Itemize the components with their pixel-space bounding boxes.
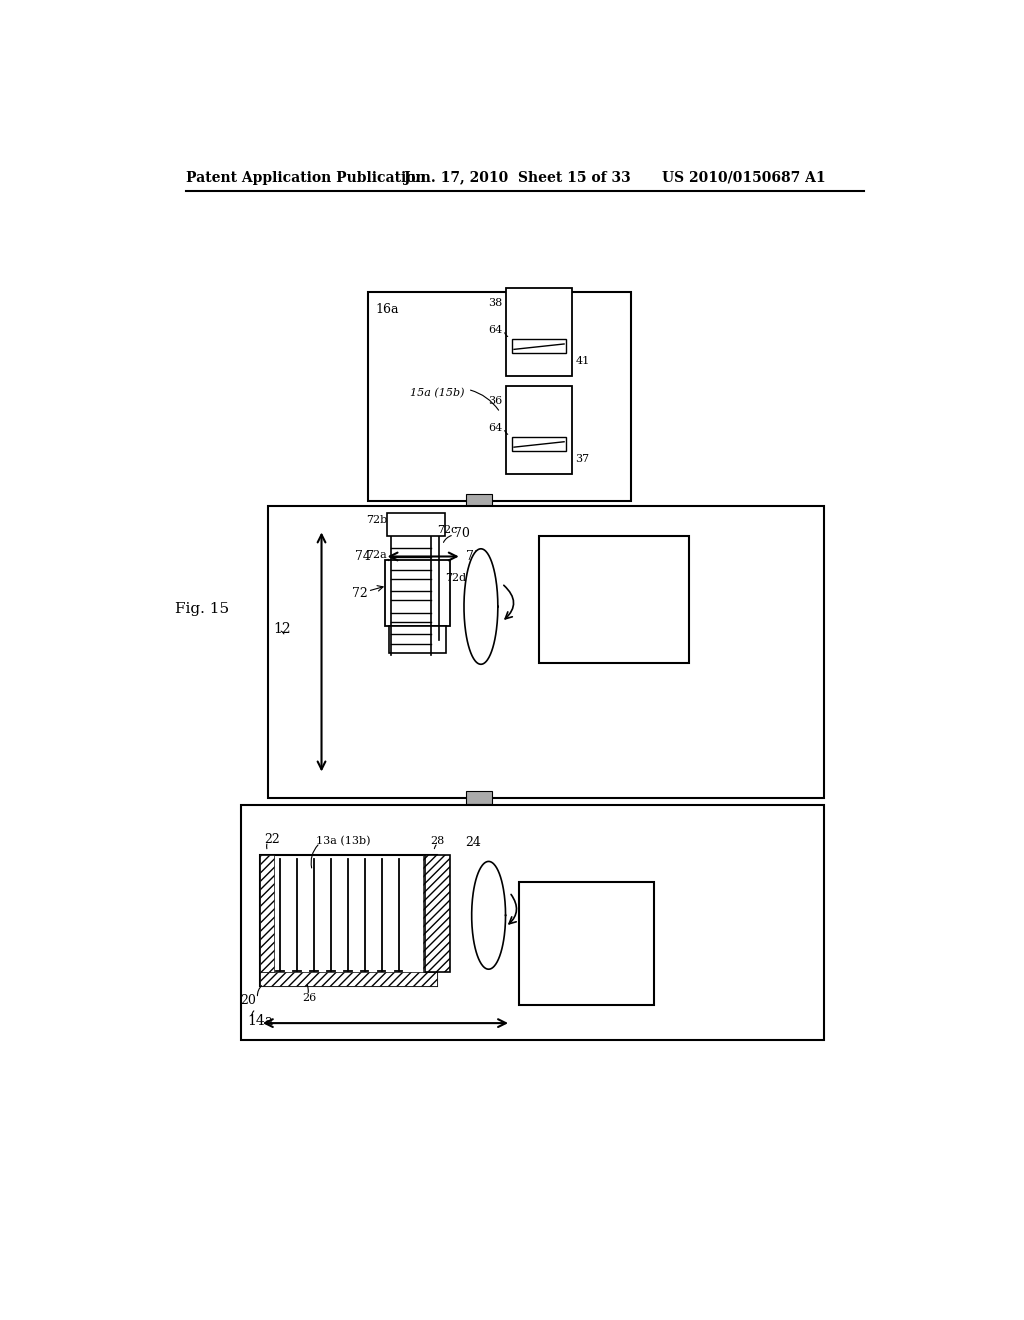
Bar — [506, 288, 571, 376]
Text: 37: 37 — [575, 454, 590, 463]
Text: 26: 26 — [302, 993, 316, 1003]
Polygon shape — [464, 549, 498, 664]
Bar — [260, 973, 437, 986]
Text: 70: 70 — [454, 527, 470, 540]
Text: 72a: 72a — [367, 550, 387, 560]
Text: US 2010/0150687 A1: US 2010/0150687 A1 — [662, 170, 825, 185]
Text: 22: 22 — [264, 833, 280, 846]
Bar — [466, 792, 493, 804]
Bar — [388, 626, 446, 653]
Text: 14a: 14a — [247, 1014, 273, 1028]
Text: 41: 41 — [575, 356, 590, 366]
Text: 28: 28 — [431, 837, 444, 846]
Bar — [512, 339, 565, 354]
Text: 13a (13b): 13a (13b) — [316, 837, 371, 846]
Text: 74: 74 — [355, 550, 371, 564]
Bar — [260, 855, 273, 973]
Text: 24: 24 — [466, 836, 481, 849]
Bar — [368, 292, 631, 502]
Bar — [512, 437, 565, 451]
Bar — [260, 855, 437, 986]
Bar — [241, 805, 823, 1040]
Bar — [466, 494, 493, 507]
Text: 38: 38 — [488, 298, 503, 308]
Text: Patent Application Publication: Patent Application Publication — [186, 170, 426, 185]
Text: 72d: 72d — [444, 573, 466, 583]
Text: 12: 12 — [273, 622, 291, 636]
Text: 64: 64 — [488, 422, 503, 433]
Bar — [506, 385, 571, 474]
Text: 75: 75 — [466, 550, 481, 564]
Bar — [267, 507, 823, 797]
Polygon shape — [472, 862, 506, 969]
Text: 15a (15b): 15a (15b) — [410, 388, 465, 399]
Text: Jun. 17, 2010  Sheet 15 of 33: Jun. 17, 2010 Sheet 15 of 33 — [403, 170, 631, 185]
Bar — [385, 561, 451, 626]
Bar — [519, 882, 654, 1006]
Text: 72b: 72b — [366, 515, 387, 525]
Bar — [425, 855, 451, 973]
Text: 64: 64 — [488, 325, 503, 335]
Text: 72: 72 — [352, 587, 368, 601]
Bar — [387, 512, 444, 536]
Text: 20: 20 — [241, 994, 256, 1007]
Bar — [539, 536, 689, 663]
Text: Fig. 15: Fig. 15 — [175, 602, 229, 616]
Text: 72c: 72c — [437, 525, 458, 536]
Bar — [423, 855, 437, 973]
Text: 36: 36 — [488, 396, 503, 407]
Text: 16a: 16a — [376, 304, 399, 317]
